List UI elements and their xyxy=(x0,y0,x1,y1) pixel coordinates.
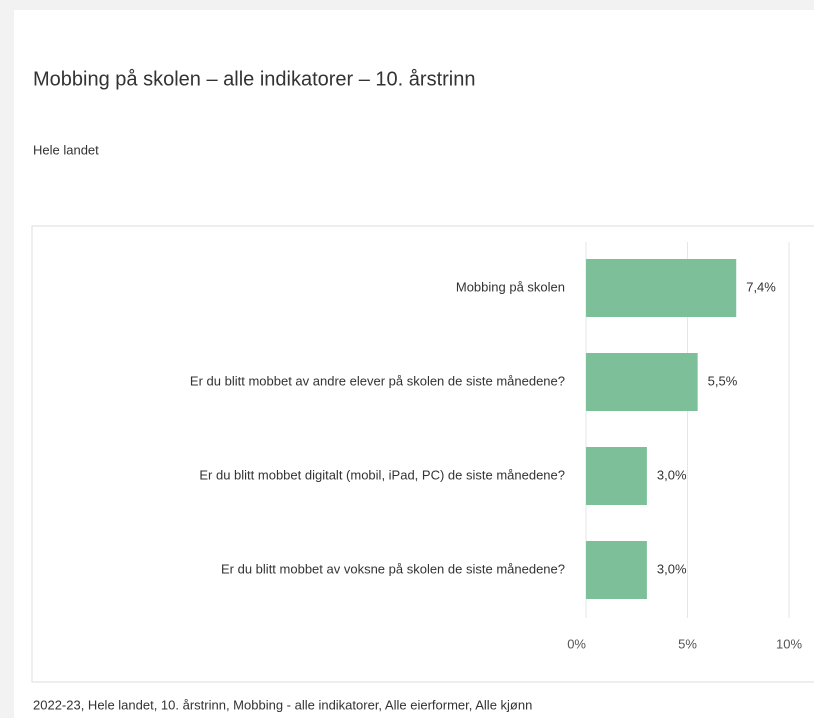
category-label: Er du blitt mobbet av andre elever på sk… xyxy=(190,373,565,388)
bar xyxy=(586,541,647,599)
data-label: 7,4% xyxy=(746,279,776,294)
chart-subtitle: Hele landet xyxy=(33,142,99,157)
data-label: 5,5% xyxy=(708,373,738,388)
footnote: 2022-23, Hele landet, 10. årstrinn, Mobb… xyxy=(33,697,532,712)
category-label: Er du blitt mobbet digitalt (mobil, iPad… xyxy=(199,467,565,482)
data-label: 3,0% xyxy=(657,467,687,482)
x-tick-label: 5% xyxy=(678,636,697,651)
bar xyxy=(586,259,737,317)
bar xyxy=(586,447,647,505)
category-label: Mobbing på skolen xyxy=(456,279,565,294)
chart-title: Mobbing på skolen – alle indikatorer – 1… xyxy=(33,68,475,90)
category-label: Er du blitt mobbet av voksne på skolen d… xyxy=(221,561,565,576)
data-label: 3,0% xyxy=(657,561,687,576)
plot-frame xyxy=(31,225,814,683)
bar xyxy=(586,353,698,411)
x-tick-label: 0% xyxy=(567,636,586,651)
x-tick-label: 10% xyxy=(776,636,802,651)
